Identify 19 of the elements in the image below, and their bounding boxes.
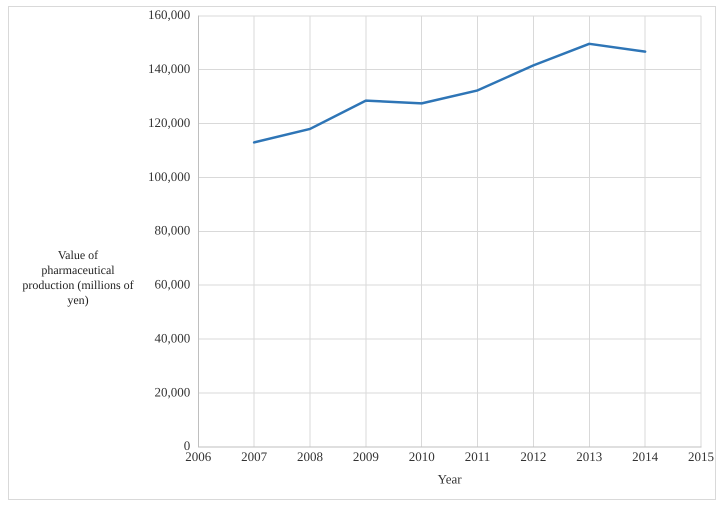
x-tick-label: 2014 bbox=[632, 449, 659, 464]
y-tick-label: 40,000 bbox=[154, 330, 190, 346]
x-tick-label: 2015 bbox=[688, 449, 714, 464]
x-tick-label: 2012 bbox=[520, 449, 546, 464]
y-tick-label: 120,000 bbox=[148, 114, 190, 130]
y-tick-label: 140,000 bbox=[148, 61, 190, 76]
y-tick-label: 80,000 bbox=[154, 222, 190, 238]
y-tick-label: 20,000 bbox=[154, 384, 190, 400]
x-tick-label: 2007 bbox=[241, 449, 268, 464]
y-tick-label: 100,000 bbox=[148, 168, 190, 184]
x-tick-label: 2013 bbox=[576, 449, 602, 464]
x-tick-label: 2009 bbox=[352, 449, 379, 464]
x-axis-title: Year bbox=[438, 472, 462, 487]
y-tick-label: 160,000 bbox=[148, 7, 190, 22]
x-tick-label: 2008 bbox=[296, 449, 323, 464]
x-tick-label: 2011 bbox=[464, 449, 490, 464]
x-tick-label: 2010 bbox=[408, 449, 435, 464]
y-tick-label: 60,000 bbox=[154, 276, 190, 292]
y-axis-title: Value of pharmaceutical production (millions of yen) bbox=[22, 248, 134, 308]
